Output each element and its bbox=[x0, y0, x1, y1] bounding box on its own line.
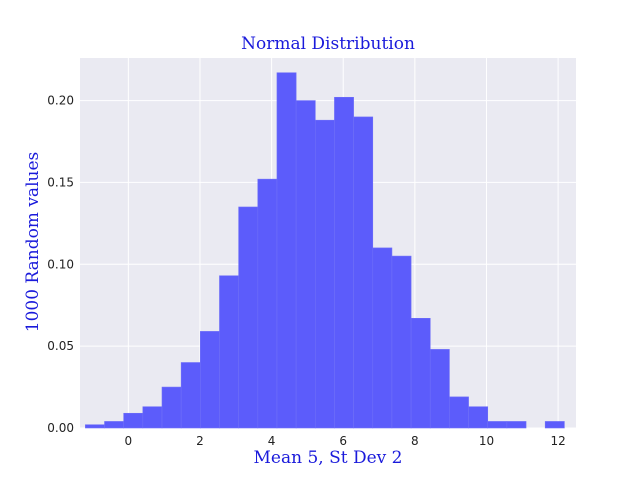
histogram-bar bbox=[391, 255, 412, 429]
x-tick-label: 4 bbox=[268, 434, 276, 448]
histogram-bar bbox=[295, 100, 316, 429]
x-tick-label: 6 bbox=[339, 434, 347, 448]
histogram-bar bbox=[544, 421, 565, 429]
histogram-bar bbox=[429, 349, 450, 429]
x-tick-label: 10 bbox=[479, 434, 494, 448]
histogram-bar bbox=[372, 247, 393, 429]
histogram-bar bbox=[142, 406, 163, 429]
histogram-bar bbox=[506, 421, 527, 429]
histogram-bar bbox=[276, 72, 297, 429]
histogram-bar bbox=[238, 206, 259, 429]
y-tick-label: 0.05 bbox=[47, 339, 74, 353]
histogram-bar bbox=[353, 116, 374, 429]
histogram-bar bbox=[468, 406, 489, 429]
x-tick-label: 2 bbox=[196, 434, 204, 448]
x-tick-label: 12 bbox=[550, 434, 565, 448]
histogram-bar bbox=[161, 386, 182, 429]
y-tick-label: 0.15 bbox=[47, 175, 74, 189]
histogram-bar bbox=[104, 421, 124, 429]
histogram-bar bbox=[85, 424, 105, 429]
histogram-bar bbox=[180, 362, 201, 429]
x-tick-label: 8 bbox=[411, 434, 419, 448]
x-tick-labels: 0 2 4 6 8 10 12 bbox=[125, 434, 566, 448]
histogram-bar bbox=[449, 396, 469, 429]
histogram-bar bbox=[123, 412, 144, 429]
y-tick-label: 0.10 bbox=[47, 257, 74, 271]
y-tick-labels: 0.00 0.05 0.10 0.15 0.20 bbox=[47, 94, 74, 435]
x-tick-label: 0 bbox=[125, 434, 133, 448]
histogram-bar bbox=[219, 275, 239, 429]
histogram-bar bbox=[410, 318, 431, 429]
histogram-bar bbox=[257, 178, 278, 429]
y-tick-label: 0.00 bbox=[47, 421, 74, 435]
histogram-bar bbox=[487, 421, 508, 429]
y-axis-label: 1000 Random values bbox=[23, 152, 43, 333]
histogram-bar bbox=[334, 96, 354, 429]
y-tick-label: 0.20 bbox=[47, 94, 74, 108]
chart-title: Normal Distribution bbox=[241, 34, 415, 54]
bars bbox=[85, 72, 565, 429]
histogram-bar bbox=[314, 119, 335, 429]
x-axis-label: Mean 5, St Dev 2 bbox=[254, 448, 403, 468]
histogram-bar bbox=[200, 331, 220, 429]
